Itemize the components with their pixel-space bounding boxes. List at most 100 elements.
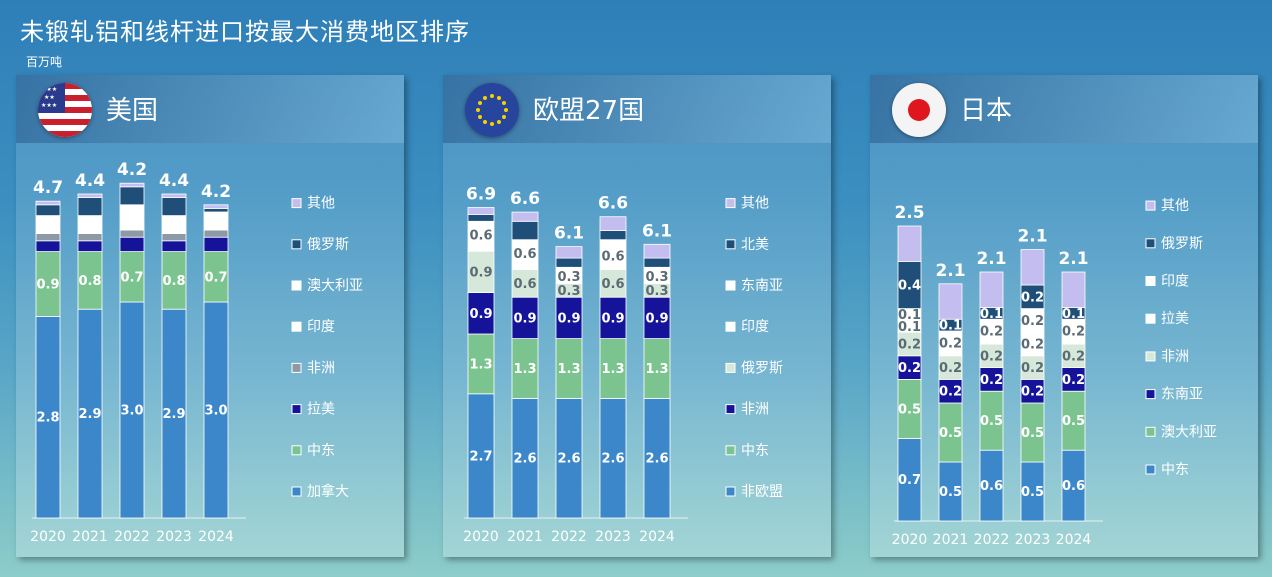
svg-text:★★★: ★★★	[41, 86, 57, 93]
data-label: 0.6	[1062, 479, 1085, 494]
bar-segment	[599, 230, 627, 241]
chart-eu: 2.7 1.3 0.9 0.9 0.6 6.9 2020 2.6 1.3 0.9 0.6 0.6 6.6…	[463, 185, 783, 546]
bar-segment	[161, 233, 187, 242]
data-label: 0.2	[980, 349, 1003, 364]
legend-label: 其他	[1161, 198, 1189, 214]
legend-label: 中东	[1161, 462, 1189, 478]
x-tick-label: 2022	[974, 532, 1010, 548]
bar-segment	[161, 240, 187, 253]
bar-segment	[555, 296, 583, 339]
data-label: 0.2	[1062, 349, 1085, 364]
bar-segment	[643, 257, 671, 268]
bar-segment	[938, 283, 963, 320]
bar-segment	[511, 296, 539, 339]
legend-swatch	[1145, 200, 1156, 211]
data-label: 0.9	[513, 311, 536, 326]
data-label: 2.9	[78, 407, 101, 422]
panel-usa: ★★★ ★★ ★★★ 美国 2.8 0.9 4.7 2020 2.9 0.8 4.4 2021 3.…	[16, 75, 404, 557]
bar-segment	[161, 222, 187, 235]
bar-segment	[599, 397, 627, 519]
bar-segment	[35, 315, 61, 519]
data-label: 0.9	[645, 311, 668, 326]
bar-segment	[203, 207, 229, 213]
legend-swatch	[725, 239, 736, 250]
panel-title: 美国	[106, 96, 159, 126]
bar-segment	[511, 338, 539, 399]
data-label: 0.5	[1021, 426, 1044, 441]
legend-swatch	[291, 445, 302, 456]
bar-segment	[203, 218, 229, 231]
bar-segment	[555, 246, 583, 259]
bar-segment	[555, 338, 583, 399]
bar-segment	[203, 211, 229, 220]
bar-segment	[119, 251, 145, 303]
data-label: 2.9	[162, 407, 185, 422]
x-tick-label: 2023	[595, 529, 631, 545]
data-label: 1.3	[645, 362, 668, 377]
svg-text:★★: ★★	[44, 94, 55, 101]
bar-segment	[35, 251, 61, 317]
legend-label: 加拿大	[307, 483, 349, 500]
bar-segment	[555, 257, 583, 268]
bar-segment	[643, 338, 671, 399]
x-tick-label: 2023	[156, 529, 192, 545]
data-label: 0.1	[898, 320, 921, 335]
data-label: 0.8	[162, 274, 185, 289]
total-label: 2.1	[1058, 249, 1088, 269]
data-label: 0.6	[601, 277, 624, 292]
data-label: 0.2	[939, 361, 962, 376]
bar-segment	[77, 240, 103, 253]
bar-segment	[203, 236, 229, 252]
total-label: 6.1	[642, 221, 672, 241]
bar-segment	[35, 200, 61, 206]
data-label: 2.6	[645, 452, 668, 467]
total-label: 4.7	[33, 178, 63, 198]
legend-swatch	[1145, 313, 1156, 324]
total-label: 2.1	[935, 261, 965, 281]
total-label: 4.2	[117, 160, 147, 180]
x-tick-label: 2021	[72, 529, 108, 545]
bar-segment	[35, 204, 61, 217]
data-label: 0.8	[78, 274, 101, 289]
legend-swatch	[291, 362, 302, 373]
bar-segment	[511, 211, 539, 222]
x-tick-label: 2020	[30, 529, 66, 545]
unit-label: 百万吨	[26, 55, 63, 69]
bar-segment	[467, 207, 495, 215]
legend-swatch	[1145, 276, 1156, 286]
legend-swatch	[291, 198, 302, 209]
us-flag-icon: ★★★ ★★ ★★★	[38, 83, 92, 137]
bar-segment	[555, 397, 583, 519]
data-label: 0.3	[645, 270, 668, 285]
jp-flag-icon	[892, 83, 946, 137]
legend-label: 印度	[741, 319, 769, 335]
data-label: 0.7	[898, 473, 921, 488]
legend-label: 印度	[307, 319, 335, 335]
bar-segment	[35, 222, 61, 235]
bar-segment	[203, 301, 229, 519]
x-tick-label: 2020	[463, 529, 499, 545]
data-label: 3.0	[204, 404, 227, 419]
x-tick-label: 2022	[551, 529, 587, 545]
bar-segment	[77, 215, 103, 224]
legend-swatch	[291, 404, 302, 415]
bar-segment	[161, 193, 187, 198]
legend-swatch	[1145, 426, 1156, 437]
panel-header: 日本	[870, 75, 1258, 143]
data-label: 0.7	[204, 270, 227, 285]
data-label: 0.5	[1021, 485, 1044, 500]
data-label: 0.2	[939, 385, 962, 400]
total-label: 2.1	[1017, 227, 1047, 247]
bar-segment	[643, 243, 671, 259]
data-label: 0.3	[557, 270, 580, 285]
legend-label: 东南亚	[741, 278, 783, 294]
data-label: 2.6	[601, 452, 624, 467]
legend-swatch	[291, 486, 302, 497]
legend-swatch	[291, 239, 302, 250]
total-label: 6.1	[554, 224, 584, 244]
total-label: 4.2	[201, 182, 231, 202]
bar-segment	[77, 193, 103, 198]
legend-swatch	[1145, 351, 1156, 362]
bar-segment	[35, 215, 61, 224]
data-label: 0.2	[1021, 314, 1044, 329]
